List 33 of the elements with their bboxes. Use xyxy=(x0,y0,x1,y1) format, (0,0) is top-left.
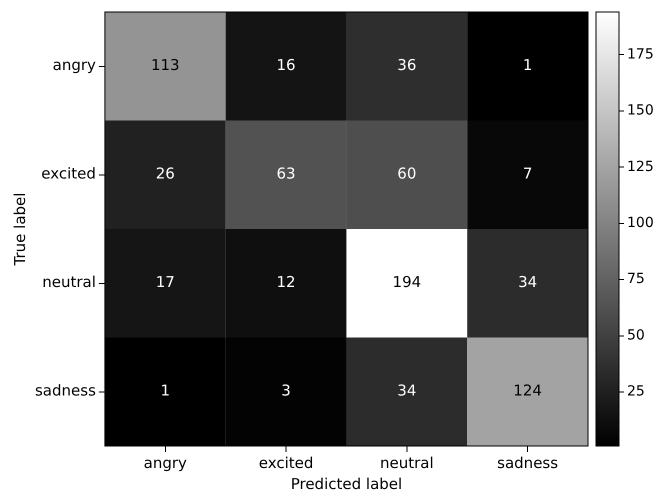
color-bar-label: 25 xyxy=(627,384,645,400)
color-bar-label: 100 xyxy=(627,215,654,232)
x-tick-label: sadness xyxy=(497,454,558,472)
x-axis-title: Predicted label xyxy=(290,474,402,493)
y-tick-label: excited xyxy=(41,164,96,183)
color-bar-label: 125 xyxy=(627,158,654,175)
data-label: 3 xyxy=(281,382,291,400)
color-bar-label: 175 xyxy=(627,46,654,62)
x-tick-label: excited xyxy=(258,454,314,472)
data-label: 113 xyxy=(150,56,180,74)
y-axis-title: True label xyxy=(10,192,29,266)
y-tick-label: neutral xyxy=(42,273,96,292)
color-bar-label: 75 xyxy=(627,271,645,288)
data-label: 34 xyxy=(397,382,416,400)
data-label: 1 xyxy=(160,382,170,400)
color-bar-label: 150 xyxy=(627,102,654,119)
data-label: 194 xyxy=(392,273,422,292)
data-label: 26 xyxy=(156,164,175,183)
data-label: 60 xyxy=(397,164,416,183)
data-label: 124 xyxy=(513,382,542,400)
data-label: 36 xyxy=(397,56,416,74)
color-bar-label: 50 xyxy=(627,327,645,344)
data-label: 1 xyxy=(522,56,532,74)
y-tick-label: sadness xyxy=(34,382,96,400)
data-label: 63 xyxy=(276,164,296,183)
y-tick-label: angry xyxy=(52,56,96,74)
data-label: 17 xyxy=(156,273,175,292)
x-tick-label: angry xyxy=(144,454,188,472)
data-label: 12 xyxy=(276,273,296,292)
x-tick-label: neutral xyxy=(380,454,434,472)
data-label: 7 xyxy=(522,164,532,183)
data-label: 34 xyxy=(518,273,538,292)
data-label: 16 xyxy=(276,56,296,74)
